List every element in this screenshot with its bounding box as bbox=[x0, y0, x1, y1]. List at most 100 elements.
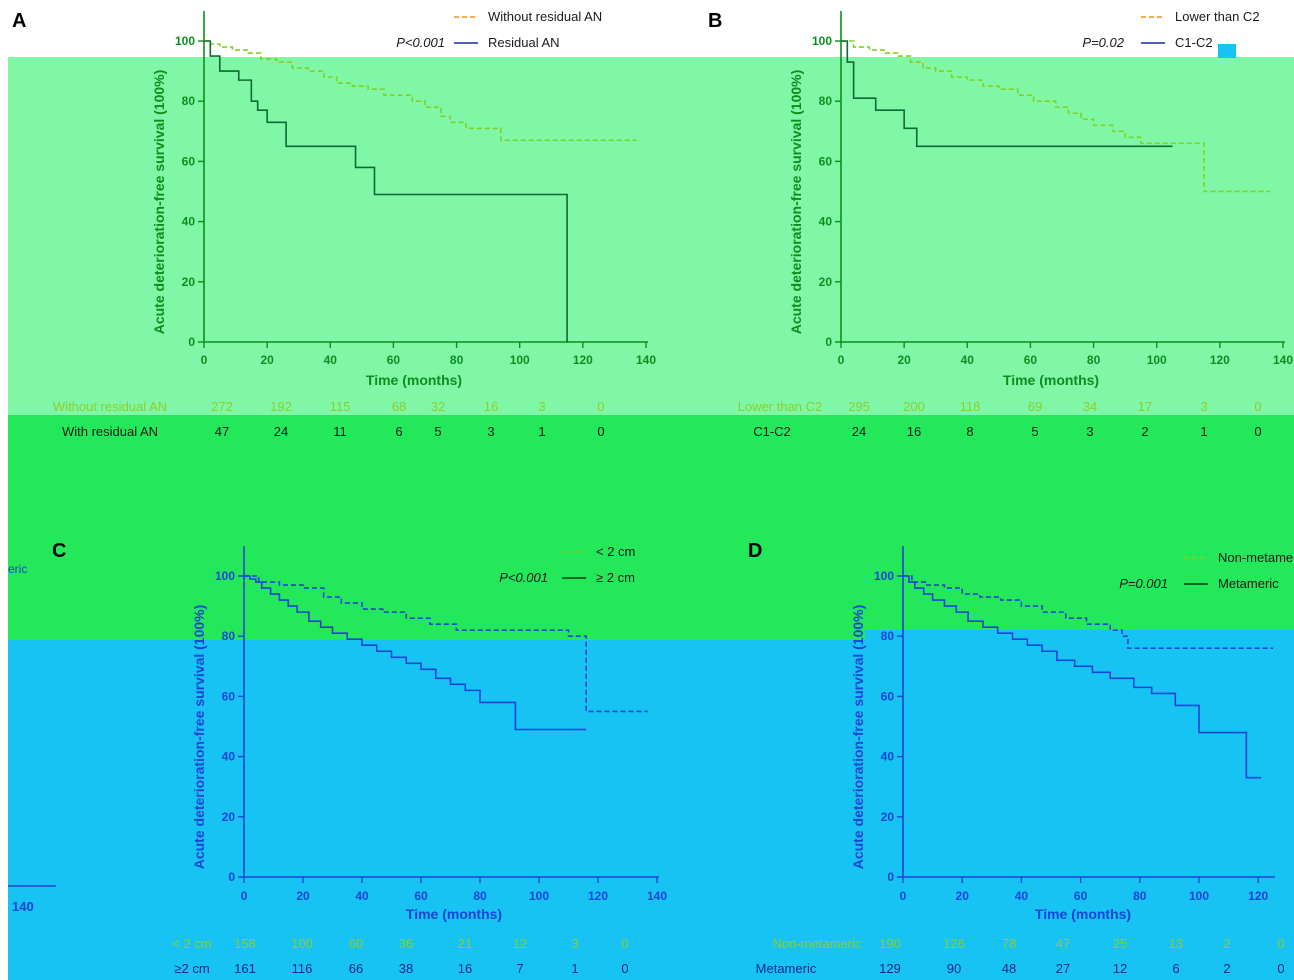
risk-count: 12 bbox=[513, 936, 527, 951]
y-tick-label: 80 bbox=[881, 629, 895, 643]
cropped-legend-fragment: eric bbox=[8, 562, 27, 576]
risk-count: 161 bbox=[234, 961, 256, 976]
legend-entry: Non-metameric bbox=[1218, 550, 1294, 565]
x-tick-label: 120 bbox=[1210, 353, 1230, 367]
risk-row-name: With residual AN bbox=[62, 424, 158, 439]
legend: < 2 cm ≥ 2 cm bbox=[562, 544, 635, 585]
risk-count: 90 bbox=[947, 961, 961, 976]
risk-count: 24 bbox=[274, 424, 288, 439]
x-axis-title: Time (months) bbox=[406, 906, 502, 922]
legend-entry: C1-C2 bbox=[1175, 35, 1213, 50]
x-tick-label: 100 bbox=[1147, 353, 1167, 367]
x-tick-label: 40 bbox=[355, 889, 369, 903]
y-tick-label: 60 bbox=[182, 154, 196, 168]
y-tick-label: 80 bbox=[819, 94, 833, 108]
x-tick-label: 80 bbox=[450, 353, 464, 367]
risk-row-name: Metameric bbox=[756, 961, 817, 976]
risk-count: 68 bbox=[392, 399, 406, 414]
risk-count: 3 bbox=[487, 424, 494, 439]
risk-count: 0 bbox=[1254, 424, 1261, 439]
risk-count: 17 bbox=[1138, 399, 1152, 414]
x-tick-label: 20 bbox=[260, 353, 274, 367]
risk-count: 7 bbox=[516, 961, 523, 976]
p-value: P=0.02 bbox=[1082, 35, 1124, 50]
x-tick-label: 40 bbox=[324, 353, 338, 367]
x-tick-label: 20 bbox=[897, 353, 911, 367]
legend-entry: Metameric bbox=[1218, 576, 1279, 591]
risk-count: 11 bbox=[333, 424, 347, 439]
risk-count: 118 bbox=[960, 399, 981, 414]
y-tick-label: 80 bbox=[182, 94, 196, 108]
y-tick-label: 20 bbox=[222, 810, 236, 824]
risk-count: 200 bbox=[903, 399, 925, 414]
risk-count: 0 bbox=[1277, 961, 1284, 976]
risk-count: 25 bbox=[1113, 936, 1127, 951]
risk-count: 190 bbox=[879, 936, 901, 951]
x-tick-label: 20 bbox=[956, 889, 970, 903]
risk-count: 3 bbox=[1086, 424, 1093, 439]
x-tick-label: 60 bbox=[414, 889, 428, 903]
risk-count: 27 bbox=[1056, 961, 1070, 976]
y-tick-label: 60 bbox=[881, 689, 895, 703]
risk-count: 115 bbox=[330, 399, 351, 414]
y-tick-label: 0 bbox=[887, 870, 894, 884]
y-tick-label: 80 bbox=[222, 629, 236, 643]
x-tick-label: 0 bbox=[241, 889, 248, 903]
risk-count: 1 bbox=[538, 424, 545, 439]
risk-count: 3 bbox=[1200, 399, 1207, 414]
risk-count: 60 bbox=[349, 936, 363, 951]
risk-count: 3 bbox=[571, 936, 578, 951]
x-tick-label: 140 bbox=[647, 889, 667, 903]
y-tick-label: 100 bbox=[215, 569, 235, 583]
y-tick-label: 60 bbox=[222, 689, 236, 703]
legend-entry: Lower than C2 bbox=[1175, 9, 1260, 24]
x-tick-label: 0 bbox=[838, 353, 845, 367]
x-tick-label: 140 bbox=[636, 353, 656, 367]
x-tick-label: 0 bbox=[201, 353, 208, 367]
legend-entry: Without residual AN bbox=[488, 9, 602, 24]
risk-count: 16 bbox=[484, 399, 498, 414]
x-tick-label: 120 bbox=[573, 353, 593, 367]
legend-entry: ≥ 2 cm bbox=[596, 570, 635, 585]
x-tick-label: 80 bbox=[1087, 353, 1101, 367]
risk-row-name: Without residual AN bbox=[53, 399, 167, 414]
legend: Non-metameric Metameric bbox=[1184, 550, 1294, 591]
x-tick-label: 60 bbox=[1024, 353, 1038, 367]
risk-count: 34 bbox=[1083, 399, 1097, 414]
risk-count: 47 bbox=[215, 424, 229, 439]
y-tick-label: 20 bbox=[182, 275, 196, 289]
risk-row-name: Lower than C2 bbox=[738, 399, 823, 414]
survival-curve-reference bbox=[244, 575, 649, 713]
overlay-small-square bbox=[1218, 44, 1236, 58]
panel-label: B bbox=[708, 10, 722, 32]
risk-count: 0 bbox=[621, 961, 628, 976]
risk-count: 192 bbox=[270, 399, 292, 414]
risk-count: 48 bbox=[1002, 961, 1016, 976]
p-value: P<0.001 bbox=[396, 35, 445, 50]
risk-count: 295 bbox=[848, 399, 870, 414]
number-at-risk-table: < 2 cm 158 100 60 36 21 12 3 0 ≥2 cm 161 116 66 38 16 7… bbox=[172, 936, 628, 976]
legend: Without residual AN Residual AN bbox=[454, 9, 602, 50]
x-axis-title: Time (months) bbox=[366, 372, 462, 388]
overlay-top-band bbox=[8, 57, 1294, 415]
x-tick-label: 100 bbox=[510, 353, 530, 367]
y-tick-label: 40 bbox=[222, 750, 236, 764]
risk-count: 8 bbox=[966, 424, 973, 439]
risk-count: 5 bbox=[434, 424, 441, 439]
risk-row-name: C1-C2 bbox=[753, 424, 791, 439]
x-tick-label: 20 bbox=[296, 889, 310, 903]
risk-count: 0 bbox=[1254, 399, 1261, 414]
risk-count: 69 bbox=[1028, 399, 1042, 414]
risk-count: 2 bbox=[1223, 936, 1230, 951]
risk-count: 21 bbox=[458, 936, 472, 951]
panel-label: D bbox=[748, 540, 762, 562]
y-tick-label: 40 bbox=[182, 215, 196, 229]
x-tick-label: 100 bbox=[1189, 889, 1209, 903]
y-axis-title: Acute deterioration-free survival (100%) bbox=[850, 605, 866, 870]
y-tick-label: 0 bbox=[825, 335, 832, 349]
risk-count: 47 bbox=[1056, 936, 1070, 951]
